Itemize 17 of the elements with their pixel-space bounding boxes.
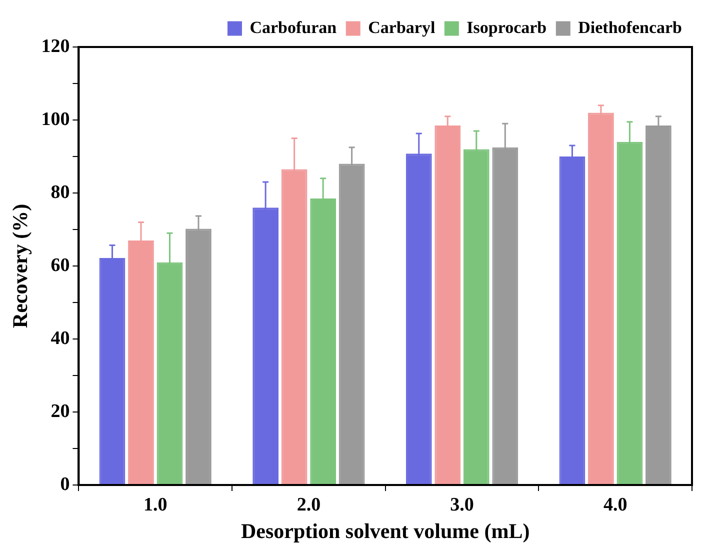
x-tick-label: 1.0 — [143, 494, 168, 516]
y-axis-title: Recovery (%) — [8, 204, 32, 328]
y-tick-label: 40 — [50, 328, 70, 349]
legend-label: Isoprocarb — [466, 18, 547, 37]
x-tick-label: 2.0 — [296, 494, 321, 516]
legend-label: Carbaryl — [368, 18, 436, 37]
y-tick-label: 120 — [41, 36, 70, 57]
legend-label: Diethofencarb — [578, 18, 682, 37]
y-tick-label: 20 — [50, 400, 70, 422]
y-tick-label: 100 — [41, 108, 70, 130]
y-tick-label: 0 — [60, 474, 70, 495]
y-tick-label: 80 — [50, 182, 70, 203]
x-axis-title: Desorption solvent volume (mL) — [240, 518, 530, 543]
y-tick-label: 60 — [50, 254, 70, 276]
x-tick-label: 3.0 — [450, 494, 474, 516]
x-tick-label: 4.0 — [603, 494, 628, 516]
legend-label: Carbofuran — [250, 18, 338, 37]
